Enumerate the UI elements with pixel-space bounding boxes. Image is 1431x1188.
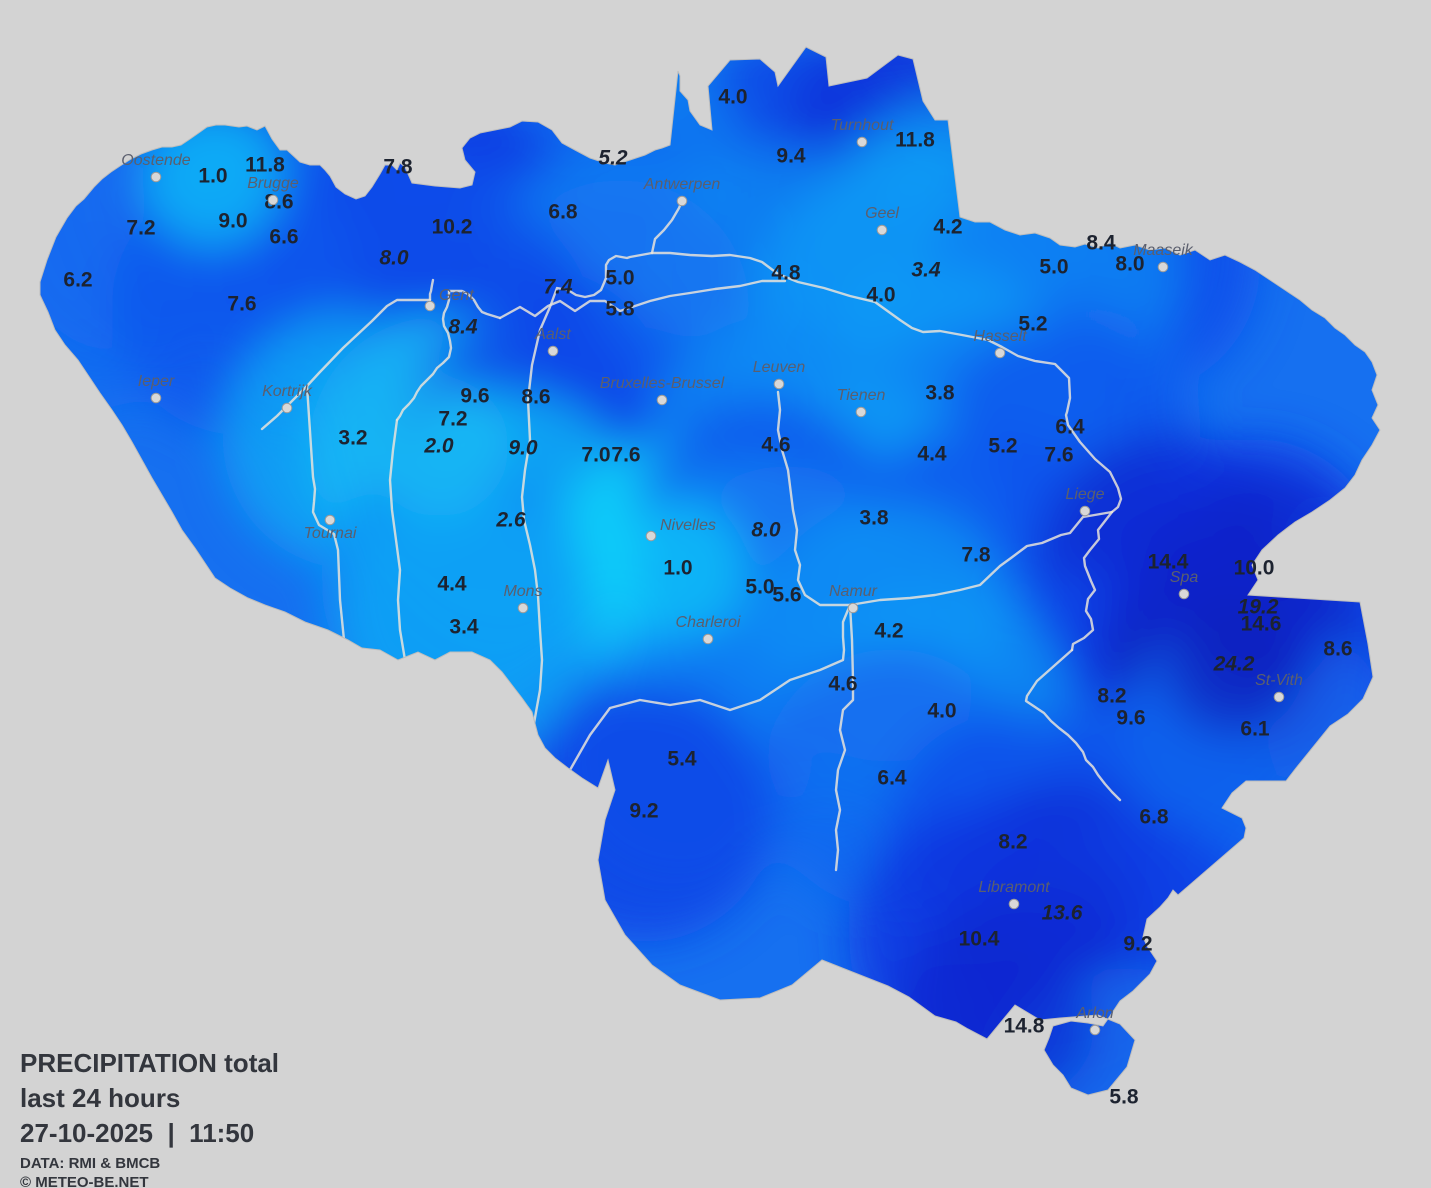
svg-text:Arlon: Arlon <box>1075 1005 1113 1022</box>
svg-text:2.0: 2.0 <box>423 435 454 458</box>
svg-text:Nivelles: Nivelles <box>660 517 716 534</box>
svg-text:6.8: 6.8 <box>1139 806 1169 829</box>
svg-text:Hasselt: Hasselt <box>973 328 1027 345</box>
svg-text:4.0: 4.0 <box>927 700 956 723</box>
svg-text:9.6: 9.6 <box>460 385 489 408</box>
svg-text:Namur: Namur <box>829 583 878 600</box>
svg-text:11.8: 11.8 <box>895 129 935 152</box>
svg-text:10.4: 10.4 <box>959 928 1000 951</box>
svg-text:4.8: 4.8 <box>771 262 801 285</box>
svg-text:7.6: 7.6 <box>1044 444 1073 467</box>
svg-text:Aalst: Aalst <box>534 326 571 343</box>
svg-text:10.2: 10.2 <box>432 216 473 239</box>
svg-text:3.4: 3.4 <box>449 616 479 639</box>
svg-text:8.0: 8.0 <box>751 519 781 542</box>
svg-text:5.0: 5.0 <box>1039 256 1068 279</box>
svg-text:Geel: Geel <box>865 205 899 222</box>
svg-text:Oostende: Oostende <box>121 152 190 169</box>
svg-text:8.6: 8.6 <box>521 386 550 409</box>
svg-text:4.2: 4.2 <box>874 620 903 643</box>
svg-text:7.8: 7.8 <box>961 544 991 567</box>
svg-text:1.0: 1.0 <box>198 165 227 188</box>
svg-text:5.0: 5.0 <box>745 576 774 599</box>
svg-text:Brugge: Brugge <box>247 175 299 192</box>
svg-text:7.6: 7.6 <box>611 444 640 467</box>
svg-text:Libramont: Libramont <box>978 879 1050 896</box>
svg-text:8.4: 8.4 <box>1086 232 1116 255</box>
svg-text:3.8: 3.8 <box>925 382 955 405</box>
svg-text:4.6: 4.6 <box>828 673 857 696</box>
svg-text:Bruxelles-Brussel: Bruxelles-Brussel <box>600 375 725 392</box>
svg-text:Antwerpen: Antwerpen <box>643 176 721 193</box>
svg-text:24.2: 24.2 <box>1213 653 1255 676</box>
svg-text:3.2: 3.2 <box>338 427 367 450</box>
svg-text:9.6: 9.6 <box>1116 707 1145 730</box>
svg-text:7.2: 7.2 <box>126 217 155 240</box>
svg-text:Ieper: Ieper <box>138 373 175 390</box>
svg-text:5.0: 5.0 <box>605 267 634 290</box>
svg-text:4.0: 4.0 <box>866 284 895 307</box>
svg-text:6.2: 6.2 <box>63 269 92 292</box>
svg-text:4.4: 4.4 <box>437 573 467 596</box>
svg-text:7.6: 7.6 <box>227 293 256 316</box>
svg-text:Charleroi: Charleroi <box>676 614 741 631</box>
svg-text:6.8: 6.8 <box>548 201 578 224</box>
svg-text:3.8: 3.8 <box>859 507 889 530</box>
svg-text:8.6: 8.6 <box>1323 638 1352 661</box>
svg-text:5.8: 5.8 <box>605 298 635 321</box>
svg-text:Maaseik: Maaseik <box>1133 242 1194 259</box>
svg-text:9.0: 9.0 <box>218 210 247 233</box>
svg-text:1.0: 1.0 <box>663 557 692 580</box>
svg-text:7.0: 7.0 <box>581 444 610 467</box>
svg-text:6.4: 6.4 <box>877 767 907 790</box>
svg-text:4.2: 4.2 <box>933 216 962 239</box>
svg-text:Tienen: Tienen <box>837 387 886 404</box>
svg-text:9.0: 9.0 <box>508 437 538 460</box>
svg-text:4.6: 4.6 <box>761 434 790 457</box>
svg-text:2.6: 2.6 <box>495 509 526 532</box>
svg-text:9.2: 9.2 <box>629 800 658 823</box>
svg-text:5.6: 5.6 <box>772 584 801 607</box>
svg-text:Kortrijk: Kortrijk <box>262 383 313 400</box>
svg-text:8.2: 8.2 <box>1097 685 1126 708</box>
svg-text:Gent: Gent <box>439 287 474 304</box>
svg-text:5.4: 5.4 <box>667 748 697 771</box>
svg-text:5.8: 5.8 <box>1109 1086 1139 1109</box>
svg-text:9.2: 9.2 <box>1123 933 1152 956</box>
svg-text:Spa: Spa <box>1170 569 1199 586</box>
svg-text:7.4: 7.4 <box>543 276 573 299</box>
svg-text:8.2: 8.2 <box>998 831 1027 854</box>
svg-text:Mons: Mons <box>503 583 542 600</box>
svg-text:5.2: 5.2 <box>988 435 1017 458</box>
svg-text:6.1: 6.1 <box>1240 718 1270 741</box>
svg-text:14.8: 14.8 <box>1004 1015 1045 1038</box>
svg-text:Tournai: Tournai <box>304 525 357 542</box>
svg-text:St-Vith: St-Vith <box>1255 672 1303 689</box>
svg-text:11.8: 11.8 <box>245 154 285 177</box>
svg-text:Liege: Liege <box>1065 486 1104 503</box>
svg-text:6.4: 6.4 <box>1055 416 1085 439</box>
svg-text:10.0: 10.0 <box>1234 557 1275 580</box>
svg-text:Turnhout: Turnhout <box>831 117 894 134</box>
svg-text:5.2: 5.2 <box>598 147 628 170</box>
svg-text:14.6: 14.6 <box>1241 613 1282 636</box>
svg-text:9.4: 9.4 <box>776 145 806 168</box>
svg-text:7.2: 7.2 <box>438 408 467 431</box>
svg-text:4.0: 4.0 <box>718 86 747 109</box>
svg-text:Leuven: Leuven <box>753 359 806 376</box>
svg-text:6.6: 6.6 <box>269 226 298 249</box>
svg-text:7.8: 7.8 <box>383 156 413 179</box>
svg-text:8.4: 8.4 <box>448 316 478 339</box>
svg-text:4.4: 4.4 <box>917 443 947 466</box>
svg-text:3.4: 3.4 <box>911 259 941 282</box>
svg-text:8.0: 8.0 <box>379 247 409 270</box>
svg-text:13.6: 13.6 <box>1042 902 1083 925</box>
